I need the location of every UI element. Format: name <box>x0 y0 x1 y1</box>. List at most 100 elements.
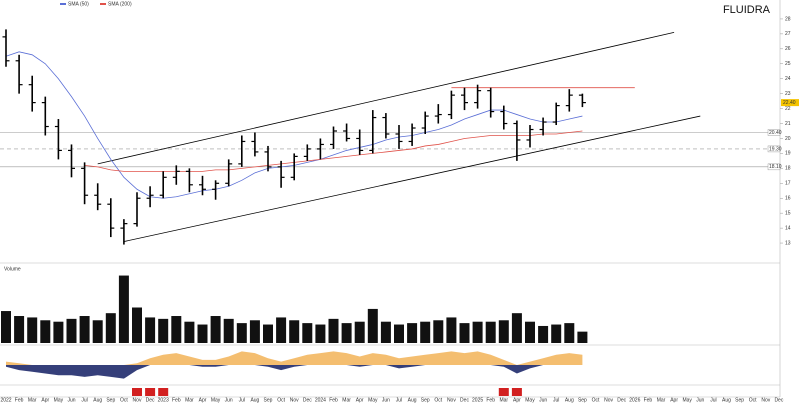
x-tick-label: Oct <box>434 397 442 403</box>
x-tick-label: Feb <box>172 397 181 403</box>
volume-bar <box>223 318 234 343</box>
x-tick-label: Feb <box>644 397 653 403</box>
x-tick-label: Nov <box>290 397 299 403</box>
volume-bar <box>302 323 313 343</box>
x-tick-label: Jul <box>710 397 716 403</box>
signal-bar <box>145 388 156 396</box>
oscillator-area <box>6 351 583 365</box>
level-label: 19.30 <box>769 146 782 152</box>
x-tick-label: Sep <box>421 397 430 403</box>
x-tick-label: May <box>54 397 64 403</box>
x-tick-label: Oct <box>277 397 285 403</box>
volume-bar <box>420 321 431 343</box>
signal-bar <box>158 388 169 396</box>
y-tick-label: 26 <box>785 46 791 52</box>
y-tick-label: 16 <box>785 196 791 202</box>
x-tick-label: Apr <box>670 397 678 403</box>
x-tick-label: Jun <box>539 397 547 403</box>
x-tick-label: Nov <box>133 397 142 403</box>
level-box <box>767 145 781 153</box>
x-tick-label: Aug <box>565 397 574 403</box>
y-tick-label: 25 <box>785 61 791 67</box>
volume-bar <box>236 323 247 343</box>
x-tick-label: Jun <box>696 397 704 403</box>
level-box <box>767 163 781 171</box>
volume-bar <box>367 308 378 343</box>
price-box <box>781 99 799 107</box>
volume-bar <box>525 321 535 343</box>
volume-bar <box>197 324 208 343</box>
volume-bar <box>14 316 25 343</box>
x-tick-label: Oct <box>592 397 600 403</box>
x-tick-label: 2024 <box>315 397 326 403</box>
x-tick-label: Nov <box>447 397 456 403</box>
x-tick-label: Jun <box>225 397 233 403</box>
x-tick-label: 2025 <box>472 397 483 403</box>
x-tick-label: Nov <box>761 397 770 403</box>
x-tick-label: Dec <box>460 397 469 403</box>
volume-bar <box>145 317 156 343</box>
legend-label: SMA (200) <box>108 1 132 7</box>
volume-bar <box>53 321 64 343</box>
volume-bar <box>459 323 470 343</box>
volume-bar <box>564 323 575 343</box>
volume-bar <box>394 324 404 343</box>
y-tick-label: 17 <box>785 181 791 187</box>
volume-bar <box>263 324 273 343</box>
x-tick-label: Jul <box>239 397 245 403</box>
x-tick-label: Apr <box>356 397 364 403</box>
volume-bar <box>1 311 11 343</box>
y-tick-label: 20 <box>785 136 791 142</box>
panel-title: Volume <box>4 266 21 272</box>
x-tick-label: Dec <box>146 397 155 403</box>
level-box <box>767 129 781 136</box>
x-tick-label: Dec <box>303 397 312 403</box>
y-tick-label: 18 <box>785 166 791 172</box>
volume-bar <box>210 316 221 343</box>
volume-bar <box>105 313 116 343</box>
x-tick-label: Aug <box>93 397 102 403</box>
x-tick-label: May <box>682 397 692 403</box>
x-tick-label: Dec <box>774 397 783 403</box>
x-tick-label: 2022 <box>0 397 11 403</box>
x-tick-label: Apr <box>41 397 49 403</box>
x-tick-label: Aug <box>250 397 259 403</box>
x-tick-label: Feb <box>486 397 495 403</box>
y-tick-label: 24 <box>785 76 791 82</box>
y-tick-label: 14 <box>785 225 791 231</box>
volume-bar <box>249 320 260 343</box>
x-tick-label: Mar <box>657 397 666 403</box>
volume-bar <box>27 317 38 343</box>
x-tick-label: Oct <box>120 397 128 403</box>
x-tick-label: Feb <box>329 397 338 403</box>
volume-bar <box>79 316 90 343</box>
volume-bar <box>551 324 562 343</box>
x-tick-label: Aug <box>408 397 417 403</box>
x-tick-label: May <box>211 397 221 403</box>
signal-bar <box>498 388 509 396</box>
volume-bar <box>184 321 195 343</box>
x-tick-label: Jul <box>553 397 559 403</box>
volume-bar <box>446 317 457 343</box>
x-tick-label: Apr <box>513 397 521 403</box>
volume-bar <box>328 318 339 343</box>
level-label: 20.40 <box>769 130 782 136</box>
volume-bar <box>511 313 522 343</box>
chart-title: FLUIDRA <box>723 4 771 16</box>
y-tick-label: 23 <box>785 91 791 97</box>
volume-bar <box>289 320 300 343</box>
x-tick-label: Sep <box>578 397 587 403</box>
y-tick-label: 21 <box>785 121 791 127</box>
volume-bar <box>158 318 169 343</box>
volume-bar <box>66 318 77 343</box>
y-tick-label: 22 <box>785 106 791 112</box>
volume-bar <box>380 321 391 343</box>
y-tick-label: 13 <box>785 240 791 246</box>
volume-bar <box>92 320 103 343</box>
price-label: 22.40 <box>783 100 796 106</box>
volume-bar <box>341 323 352 343</box>
x-tick-label: May <box>525 397 535 403</box>
